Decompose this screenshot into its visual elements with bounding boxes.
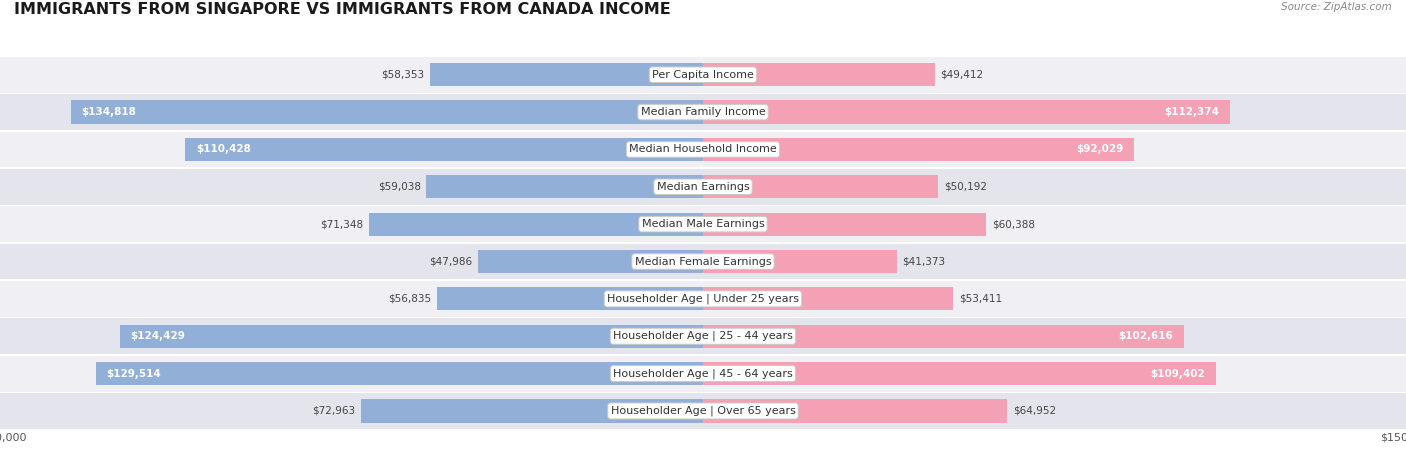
Text: Householder Age | Under 25 years: Householder Age | Under 25 years xyxy=(607,294,799,304)
Text: $129,514: $129,514 xyxy=(107,368,162,379)
Text: $109,402: $109,402 xyxy=(1150,368,1205,379)
Bar xyxy=(72,100,703,124)
Text: $92,029: $92,029 xyxy=(1077,144,1123,155)
Text: Source: ZipAtlas.com: Source: ZipAtlas.com xyxy=(1281,2,1392,12)
Bar xyxy=(703,63,935,86)
Bar xyxy=(703,175,938,198)
Bar xyxy=(186,138,703,161)
Text: $60,388: $60,388 xyxy=(991,219,1035,229)
Text: $72,963: $72,963 xyxy=(312,406,356,416)
Bar xyxy=(0,169,1406,205)
Bar xyxy=(0,281,1406,317)
Text: Median Household Income: Median Household Income xyxy=(628,144,778,155)
Bar xyxy=(368,212,703,236)
Bar xyxy=(0,393,1406,429)
Bar xyxy=(0,94,1406,130)
Text: Householder Age | 25 - 44 years: Householder Age | 25 - 44 years xyxy=(613,331,793,341)
Text: $53,411: $53,411 xyxy=(959,294,1002,304)
Text: Median Earnings: Median Earnings xyxy=(657,182,749,192)
Legend: Immigrants from Singapore, Immigrants from Canada: Immigrants from Singapore, Immigrants fr… xyxy=(524,465,882,467)
Text: Median Male Earnings: Median Male Earnings xyxy=(641,219,765,229)
Bar xyxy=(703,212,986,236)
Bar xyxy=(478,250,703,273)
Bar xyxy=(120,325,703,348)
Text: $41,373: $41,373 xyxy=(903,256,946,267)
Text: $124,429: $124,429 xyxy=(131,331,186,341)
Text: Median Family Income: Median Family Income xyxy=(641,107,765,117)
Bar xyxy=(703,325,1184,348)
Bar xyxy=(437,287,703,311)
Text: $110,428: $110,428 xyxy=(195,144,250,155)
Bar xyxy=(361,399,703,423)
Text: Householder Age | Over 65 years: Householder Age | Over 65 years xyxy=(610,406,796,416)
Text: IMMIGRANTS FROM SINGAPORE VS IMMIGRANTS FROM CANADA INCOME: IMMIGRANTS FROM SINGAPORE VS IMMIGRANTS … xyxy=(14,2,671,17)
Text: $64,952: $64,952 xyxy=(1014,406,1056,416)
Bar xyxy=(703,287,953,311)
Text: $59,038: $59,038 xyxy=(378,182,420,192)
Bar xyxy=(0,356,1406,391)
Bar xyxy=(0,132,1406,167)
Bar xyxy=(703,100,1230,124)
Bar xyxy=(426,175,703,198)
Bar xyxy=(96,362,703,385)
Bar xyxy=(703,250,897,273)
Bar xyxy=(429,63,703,86)
Bar xyxy=(0,57,1406,92)
Text: Median Female Earnings: Median Female Earnings xyxy=(634,256,772,267)
Text: $49,412: $49,412 xyxy=(941,70,983,80)
Text: $58,353: $58,353 xyxy=(381,70,423,80)
Text: $112,374: $112,374 xyxy=(1164,107,1219,117)
Bar xyxy=(0,206,1406,242)
Bar xyxy=(703,362,1216,385)
Text: Householder Age | 45 - 64 years: Householder Age | 45 - 64 years xyxy=(613,368,793,379)
Bar xyxy=(703,399,1008,423)
Text: Per Capita Income: Per Capita Income xyxy=(652,70,754,80)
Text: $56,835: $56,835 xyxy=(388,294,432,304)
Bar xyxy=(0,244,1406,279)
Text: $50,192: $50,192 xyxy=(943,182,987,192)
Text: $71,348: $71,348 xyxy=(321,219,363,229)
Bar xyxy=(0,318,1406,354)
Text: $47,986: $47,986 xyxy=(429,256,472,267)
Text: $134,818: $134,818 xyxy=(82,107,136,117)
Bar xyxy=(703,138,1135,161)
Text: $102,616: $102,616 xyxy=(1119,331,1174,341)
